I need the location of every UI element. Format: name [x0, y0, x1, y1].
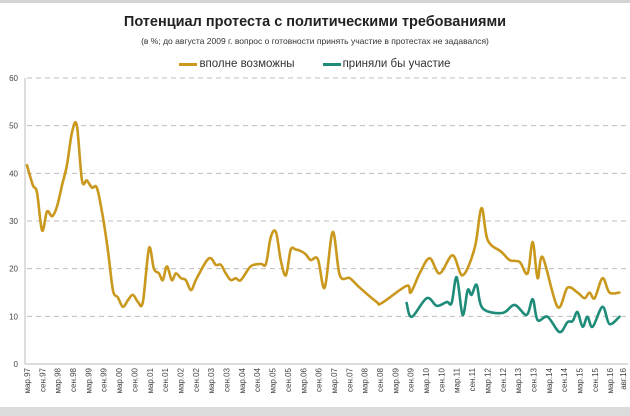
y-tick-label: 50: [9, 122, 18, 131]
x-tick-label: мар.02: [176, 367, 185, 393]
y-tick-label: 60: [9, 74, 18, 83]
x-tick-label: сен.03: [223, 367, 232, 392]
legend: вполне возможны приняли бы участие: [0, 58, 630, 70]
x-tick-label: мар.06: [299, 367, 308, 393]
top-border: [0, 0, 630, 3]
chart-subtitle: (в %; до августа 2009 г. вопрос о готовн…: [141, 36, 489, 46]
x-tick-label: мар.16: [606, 367, 615, 393]
x-tick-label: мар.11: [453, 367, 462, 392]
x-tick-label: мар.05: [269, 367, 278, 393]
x-tick-label: авг.16: [619, 367, 628, 389]
legend-label: приняли бы участие: [342, 58, 451, 70]
y-tick-label: 20: [9, 265, 18, 274]
x-tick-label: сен.97: [38, 367, 47, 392]
x-tick-label: мар.04: [238, 367, 247, 393]
chart-title: Потенциал протеста с политическими требо…: [123, 14, 507, 30]
x-tick-label: мар.01: [146, 367, 155, 393]
x-tick-label: мар.97: [23, 367, 32, 393]
x-tick-label: сен.07: [345, 367, 354, 392]
x-tick-label: мар.09: [391, 367, 400, 393]
x-tick-label: мар.13: [514, 367, 523, 393]
x-tick-label: сен.01: [161, 367, 170, 392]
y-tick-label: 0: [14, 360, 19, 369]
x-tick-label: сен.06: [315, 367, 324, 392]
x-tick-label: сен.10: [437, 367, 446, 392]
bottom-border: [0, 407, 630, 416]
legend-swatch: [179, 62, 198, 66]
x-tick-label: мар.99: [84, 367, 93, 393]
x-tick-label: сен.00: [130, 367, 139, 392]
x-tick-label: сен.08: [376, 367, 385, 392]
x-tick-label: мар.03: [207, 367, 216, 393]
x-tick-label: сен.11: [468, 367, 477, 391]
legend-item-0: вполне возможны: [179, 58, 295, 70]
legend-item-1: приняли бы участие: [322, 58, 451, 70]
y-tick-label: 10: [9, 312, 18, 321]
x-tick-label: мар.12: [483, 367, 492, 393]
x-tick-label: сен.04: [253, 367, 262, 392]
x-tick-label: сен.09: [407, 367, 416, 392]
x-tick-label: сен.99: [100, 367, 109, 392]
x-tick-label: мар.14: [545, 367, 554, 393]
x-tick-label: мар.98: [54, 367, 63, 393]
x-tick-label: мар.10: [422, 367, 431, 393]
legend-label: вполне возможны: [199, 58, 295, 70]
y-tick-label: 30: [9, 217, 18, 226]
x-tick-label: сен.14: [560, 367, 569, 392]
legend-swatch: [322, 62, 341, 66]
x-tick-label: сен.98: [69, 367, 78, 392]
x-tick-label: мар.08: [361, 367, 370, 393]
x-tick-label: мар.15: [576, 367, 585, 393]
series-line-1: [405, 275, 621, 334]
x-tick-label: мар.07: [330, 367, 339, 393]
x-tick-label: сен.13: [529, 367, 538, 392]
x-tick-label: сен.15: [591, 367, 600, 392]
x-tick-label: мар.00: [115, 367, 124, 393]
series-line-0: [25, 121, 621, 309]
x-tick-label: сен.05: [284, 367, 293, 392]
x-tick-label: сен.02: [192, 367, 201, 392]
x-tick-label: сен.12: [499, 367, 508, 392]
y-tick-label: 40: [9, 169, 18, 178]
